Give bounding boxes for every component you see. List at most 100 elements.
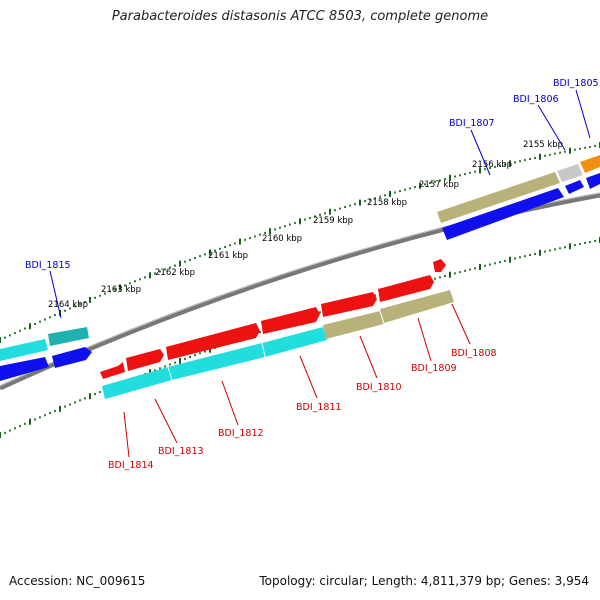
gene-label-bdi-1810[interactable]: BDI_1810 (356, 382, 402, 393)
outer-scale-minor-tick (399, 190, 401, 193)
gene-cyan-1812[interactable] (262, 327, 327, 357)
outer-scale-minor-tick (174, 264, 176, 267)
inner-scale-minor-tick (259, 331, 261, 334)
gene-label-bdi-1815[interactable]: BDI_1815 (25, 260, 71, 271)
inner-scale-minor-tick (514, 257, 516, 260)
scale-label-2161: 2161 kbp (208, 251, 248, 261)
gene-label-bdi-1811[interactable]: BDI_1811 (296, 402, 342, 413)
inner-scale-minor-tick (44, 414, 46, 417)
outer-scale-minor-tick (229, 244, 231, 247)
gene-red-1810[interactable] (321, 292, 377, 317)
inner-scale-minor-tick (69, 403, 71, 406)
gene-top-teal-1815[interactable] (48, 327, 89, 346)
gene-top-blue-2[interactable] (565, 180, 584, 194)
outer-scale-minor-tick (334, 209, 336, 212)
gene-red-1813[interactable] (126, 349, 164, 371)
outer-scale-minor-tick (169, 266, 171, 269)
outer-scale-minor-tick (504, 163, 506, 166)
gene-top-grey-1806[interactable] (557, 164, 583, 182)
gene-cyan-1813[interactable] (168, 343, 265, 380)
gene-label-bdi-1813[interactable]: BDI_1813 (158, 446, 204, 457)
inner-scale-minor-tick (554, 248, 556, 251)
outer-scale-minor-tick (44, 318, 46, 321)
outer-scale-minor-tick (274, 228, 276, 231)
gene-label-bdi-1805[interactable]: BDI_1805 (553, 78, 599, 89)
gene-label-bdi-1807[interactable]: BDI_1807 (449, 118, 495, 129)
outer-scale-minor-tick (204, 253, 206, 256)
outer-scale-minor-tick (469, 171, 471, 174)
inner-scale-minor-tick (174, 361, 176, 364)
outer-scale-minor-tick (324, 212, 326, 215)
genome-stats-text: Topology: circular; Length: 4,811,379 bp… (259, 574, 589, 588)
inner-scale-major-tick (509, 256, 511, 263)
inner-scale-minor-tick (79, 399, 81, 402)
gene-label-bdi-1809[interactable]: BDI_1809 (411, 363, 457, 374)
outer-scale-minor-tick (524, 159, 526, 162)
inner-scale-major-tick (0, 432, 1, 438)
gene-label-bdi-1814[interactable]: BDI_1814 (108, 460, 154, 471)
gene-khaki-1809[interactable] (380, 290, 454, 323)
inner-scale-major-tick (449, 271, 451, 278)
outer-scale-minor-tick (34, 323, 36, 325)
gene-top-blue-left-1[interactable] (0, 357, 49, 381)
gene-label-bdi-1806[interactable]: BDI_1806 (513, 94, 559, 105)
inner-scale-minor-tick (519, 256, 521, 259)
inner-scale-minor-tick (499, 261, 501, 264)
inner-scale-minor-tick (4, 431, 6, 434)
outer-scale-minor-tick (304, 218, 306, 221)
inner-scale-minor-tick (529, 254, 531, 256)
scale-label-2158: 2158 kbp (367, 198, 407, 208)
outer-scale-major-tick (359, 199, 361, 206)
outer-scale-minor-tick (484, 168, 486, 171)
scale-label-2162: 2162 kbp (155, 268, 195, 278)
outer-scale-minor-tick (584, 146, 586, 149)
scale-label-2155: 2155 kbp (523, 140, 563, 150)
gene-red-1808[interactable] (433, 259, 446, 272)
outer-scale-minor-tick (454, 175, 456, 178)
outer-scale-major-tick (29, 323, 31, 330)
outer-scale-minor-tick (24, 327, 26, 330)
gene-red-1809[interactable] (378, 275, 434, 302)
gene-top-blue-1[interactable] (442, 188, 564, 240)
outer-scale-minor-tick (424, 183, 426, 186)
outer-scale-minor-tick (499, 164, 501, 167)
gene-khaki-1810[interactable] (323, 311, 384, 339)
inner-scale-minor-tick (24, 422, 26, 425)
inner-scale-major-tick (479, 264, 481, 270)
inner-scale-major-tick (29, 418, 31, 425)
outer-scale-minor-tick (54, 314, 56, 316)
outer-scale-minor-tick (594, 144, 596, 147)
gene-top-blue-left-2[interactable] (52, 347, 92, 368)
gene-red-1812[interactable] (166, 323, 260, 360)
inner-scale-minor-tick (439, 276, 441, 279)
outer-scale-minor-tick (109, 290, 111, 293)
inner-scale-minor-tick (589, 241, 591, 243)
gene-label-bdi-1808[interactable]: BDI_1808 (451, 348, 497, 359)
outer-scale-minor-tick (429, 182, 431, 184)
inner-scale-major-tick (539, 249, 541, 256)
gene-label-bdi-1812[interactable]: BDI_1812 (218, 428, 264, 439)
outer-scale-minor-tick (404, 188, 406, 191)
outer-scale-major-tick (299, 218, 301, 225)
inner-scale-minor-tick (169, 363, 171, 366)
gene-top-blue-3[interactable] (586, 173, 600, 189)
gene-top-khaki-1807[interactable] (437, 172, 560, 223)
gene-red-1811[interactable] (261, 307, 320, 334)
outer-scale-minor-tick (84, 301, 86, 303)
inner-scale-minor-tick (504, 259, 506, 262)
scale-label-2160: 2160 kbp (262, 234, 302, 244)
outer-scale-minor-tick (19, 329, 21, 332)
genome-title: Parabacteroides distasonis ATCC 8503, co… (111, 9, 489, 24)
outer-scale-minor-tick (414, 186, 416, 188)
outer-scale-minor-tick (264, 231, 266, 234)
scale-label-2157: 2157 kbp (419, 180, 459, 190)
outer-scale-minor-tick (544, 154, 546, 157)
gene-red-1814[interactable] (100, 362, 125, 379)
gene-top-cyan-left[interactable] (0, 339, 48, 361)
gene-cyan-1814[interactable] (102, 367, 172, 399)
gene-top-orange-1805[interactable] (580, 155, 600, 173)
outer-scale-minor-tick (354, 203, 356, 206)
outer-scale-minor-tick (224, 246, 226, 248)
inner-scale-minor-tick (49, 412, 51, 414)
